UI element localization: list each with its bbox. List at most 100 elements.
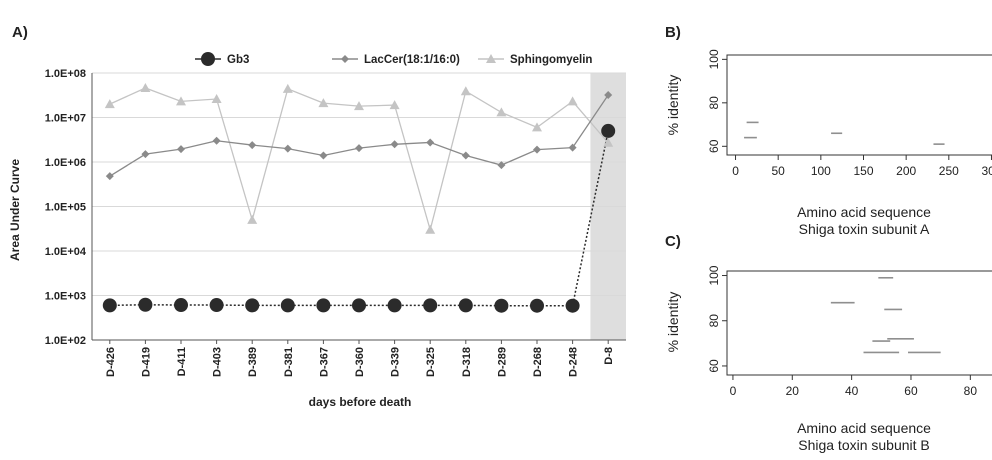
data-point [461, 151, 470, 160]
data-point [280, 298, 295, 313]
data-point [177, 145, 185, 154]
data-point [211, 94, 222, 104]
data-point [390, 140, 399, 149]
plot-frame [726, 270, 992, 376]
x-tick-label: 0 [730, 384, 737, 398]
panel-b-y-axis-title: % identity [665, 75, 681, 136]
x-tick-label: 40 [845, 384, 859, 398]
y-tick-label: 1.0E+02 [45, 335, 86, 347]
x-tick-label: 60 [904, 384, 918, 398]
y-tick-label: 1.0E+04 [45, 246, 87, 258]
y-axis-title: Area Under Curve [8, 159, 22, 261]
x-tick-label: D-248 [568, 347, 580, 377]
plot-frame [726, 54, 992, 156]
legend-marker [341, 55, 349, 63]
data-point [533, 145, 541, 154]
panel-a: A) 1.0E+021.0E+031.0E+041.0E+051.0E+061.… [8, 24, 626, 409]
x-tick-label: 100 [811, 164, 831, 178]
data-point [387, 298, 402, 313]
x-tick-label: D-360 [354, 347, 366, 377]
x-tick-label: 0 [732, 164, 739, 178]
panel-b-x-axis-subtitle: Shiga toxin subunit A [799, 221, 930, 237]
data-point [530, 298, 544, 313]
legend-marker [201, 52, 215, 66]
panel-b-plot: 0 50 100 150 200 250 300 60 80 100 [707, 49, 992, 178]
y-tick-label: 60 [707, 139, 721, 153]
series-markers [102, 83, 616, 313]
data-point [352, 298, 366, 313]
x-axis-title: days before death [309, 395, 412, 409]
legend: Gb3 LacCer(18:1/16:0) Sphingomyelin [195, 52, 592, 66]
data-point [603, 137, 614, 147]
data-point [497, 161, 506, 170]
x-tick-label: 200 [896, 164, 916, 178]
data-point [319, 151, 328, 160]
x-tick-label: D-389 [247, 347, 259, 377]
grid-lines [92, 72, 626, 296]
y-tick-label: 100 [707, 49, 721, 69]
x-tick-label: D-381 [283, 347, 295, 377]
x-tick-label: 300 [981, 164, 992, 178]
panel-b: B) 0 50 100 150 200 250 300 60 80 100 Amino acid … [665, 24, 992, 237]
data-point [248, 141, 257, 150]
y-tick-label: 1.0E+03 [45, 291, 86, 303]
legend-marker [486, 54, 496, 63]
data-point [245, 298, 260, 313]
x-tick-label: 50 [772, 164, 786, 178]
panel-a-label: A) [12, 24, 28, 41]
data-point [494, 298, 509, 313]
y-tick-label: 100 [707, 265, 721, 285]
legend-label: LacCer(18:1/16:0) [364, 54, 460, 66]
data-point [496, 107, 507, 117]
data-point [604, 91, 613, 100]
x-tick-label: D-367 [318, 347, 330, 377]
data-point [568, 143, 577, 152]
data-point [460, 86, 471, 96]
panel-c-x-axis-title: Amino acid sequence [797, 420, 931, 436]
y-tick-label: 80 [707, 96, 721, 110]
y-tick-labels: 1.0E+02 1.0E+03 1.0E+04 1.0E+05 1.0E+06 1.0E+… [45, 68, 87, 347]
data-point [247, 214, 258, 224]
x-tick-labels: D-426 D-419 D-411 D-403 D-389 D-381 D-367 D-360… [105, 340, 615, 377]
y-tick-label: 1.0E+05 [45, 202, 86, 214]
data-point [423, 298, 438, 313]
data-point [316, 298, 331, 313]
x-tick-label: D-325 [425, 347, 437, 377]
data-point [354, 101, 364, 111]
y-tick-label: 1.0E+07 [45, 113, 86, 125]
data-point [565, 298, 580, 313]
panel-b-label: B) [665, 24, 681, 41]
y-tick-label: 1.0E+06 [45, 157, 86, 169]
x-tick-label: 20 [786, 384, 800, 398]
data-point [425, 224, 436, 234]
data-point [104, 99, 115, 109]
x-tick-label: D-426 [105, 347, 117, 377]
data-point [209, 298, 224, 313]
x-tick-label: 250 [939, 164, 959, 178]
x-tick-label: D-268 [532, 347, 544, 377]
x-tick-label: 80 [964, 384, 978, 398]
x-tick-label: D-8 [603, 347, 615, 365]
x-tick-label: D-419 [140, 347, 152, 377]
data-point [105, 172, 114, 181]
legend-item: Sphingomyelin [478, 54, 592, 66]
data-point [140, 83, 151, 93]
data-point [282, 83, 293, 93]
y-tick-label: 1.0E+08 [45, 68, 86, 80]
data-point [601, 123, 616, 138]
x-tick-label: D-318 [461, 347, 473, 377]
data-point [176, 96, 186, 106]
y-tick-label: 80 [707, 314, 721, 328]
data-point [355, 144, 363, 153]
data-point [212, 136, 221, 145]
series-lines [109, 87, 609, 307]
data-point [138, 297, 153, 312]
data-point [318, 98, 329, 108]
x-tick-label: D-289 [496, 347, 508, 377]
x-tick-label: 150 [853, 164, 873, 178]
data-point [174, 298, 188, 313]
legend-item: LacCer(18:1/16:0) [332, 54, 460, 66]
